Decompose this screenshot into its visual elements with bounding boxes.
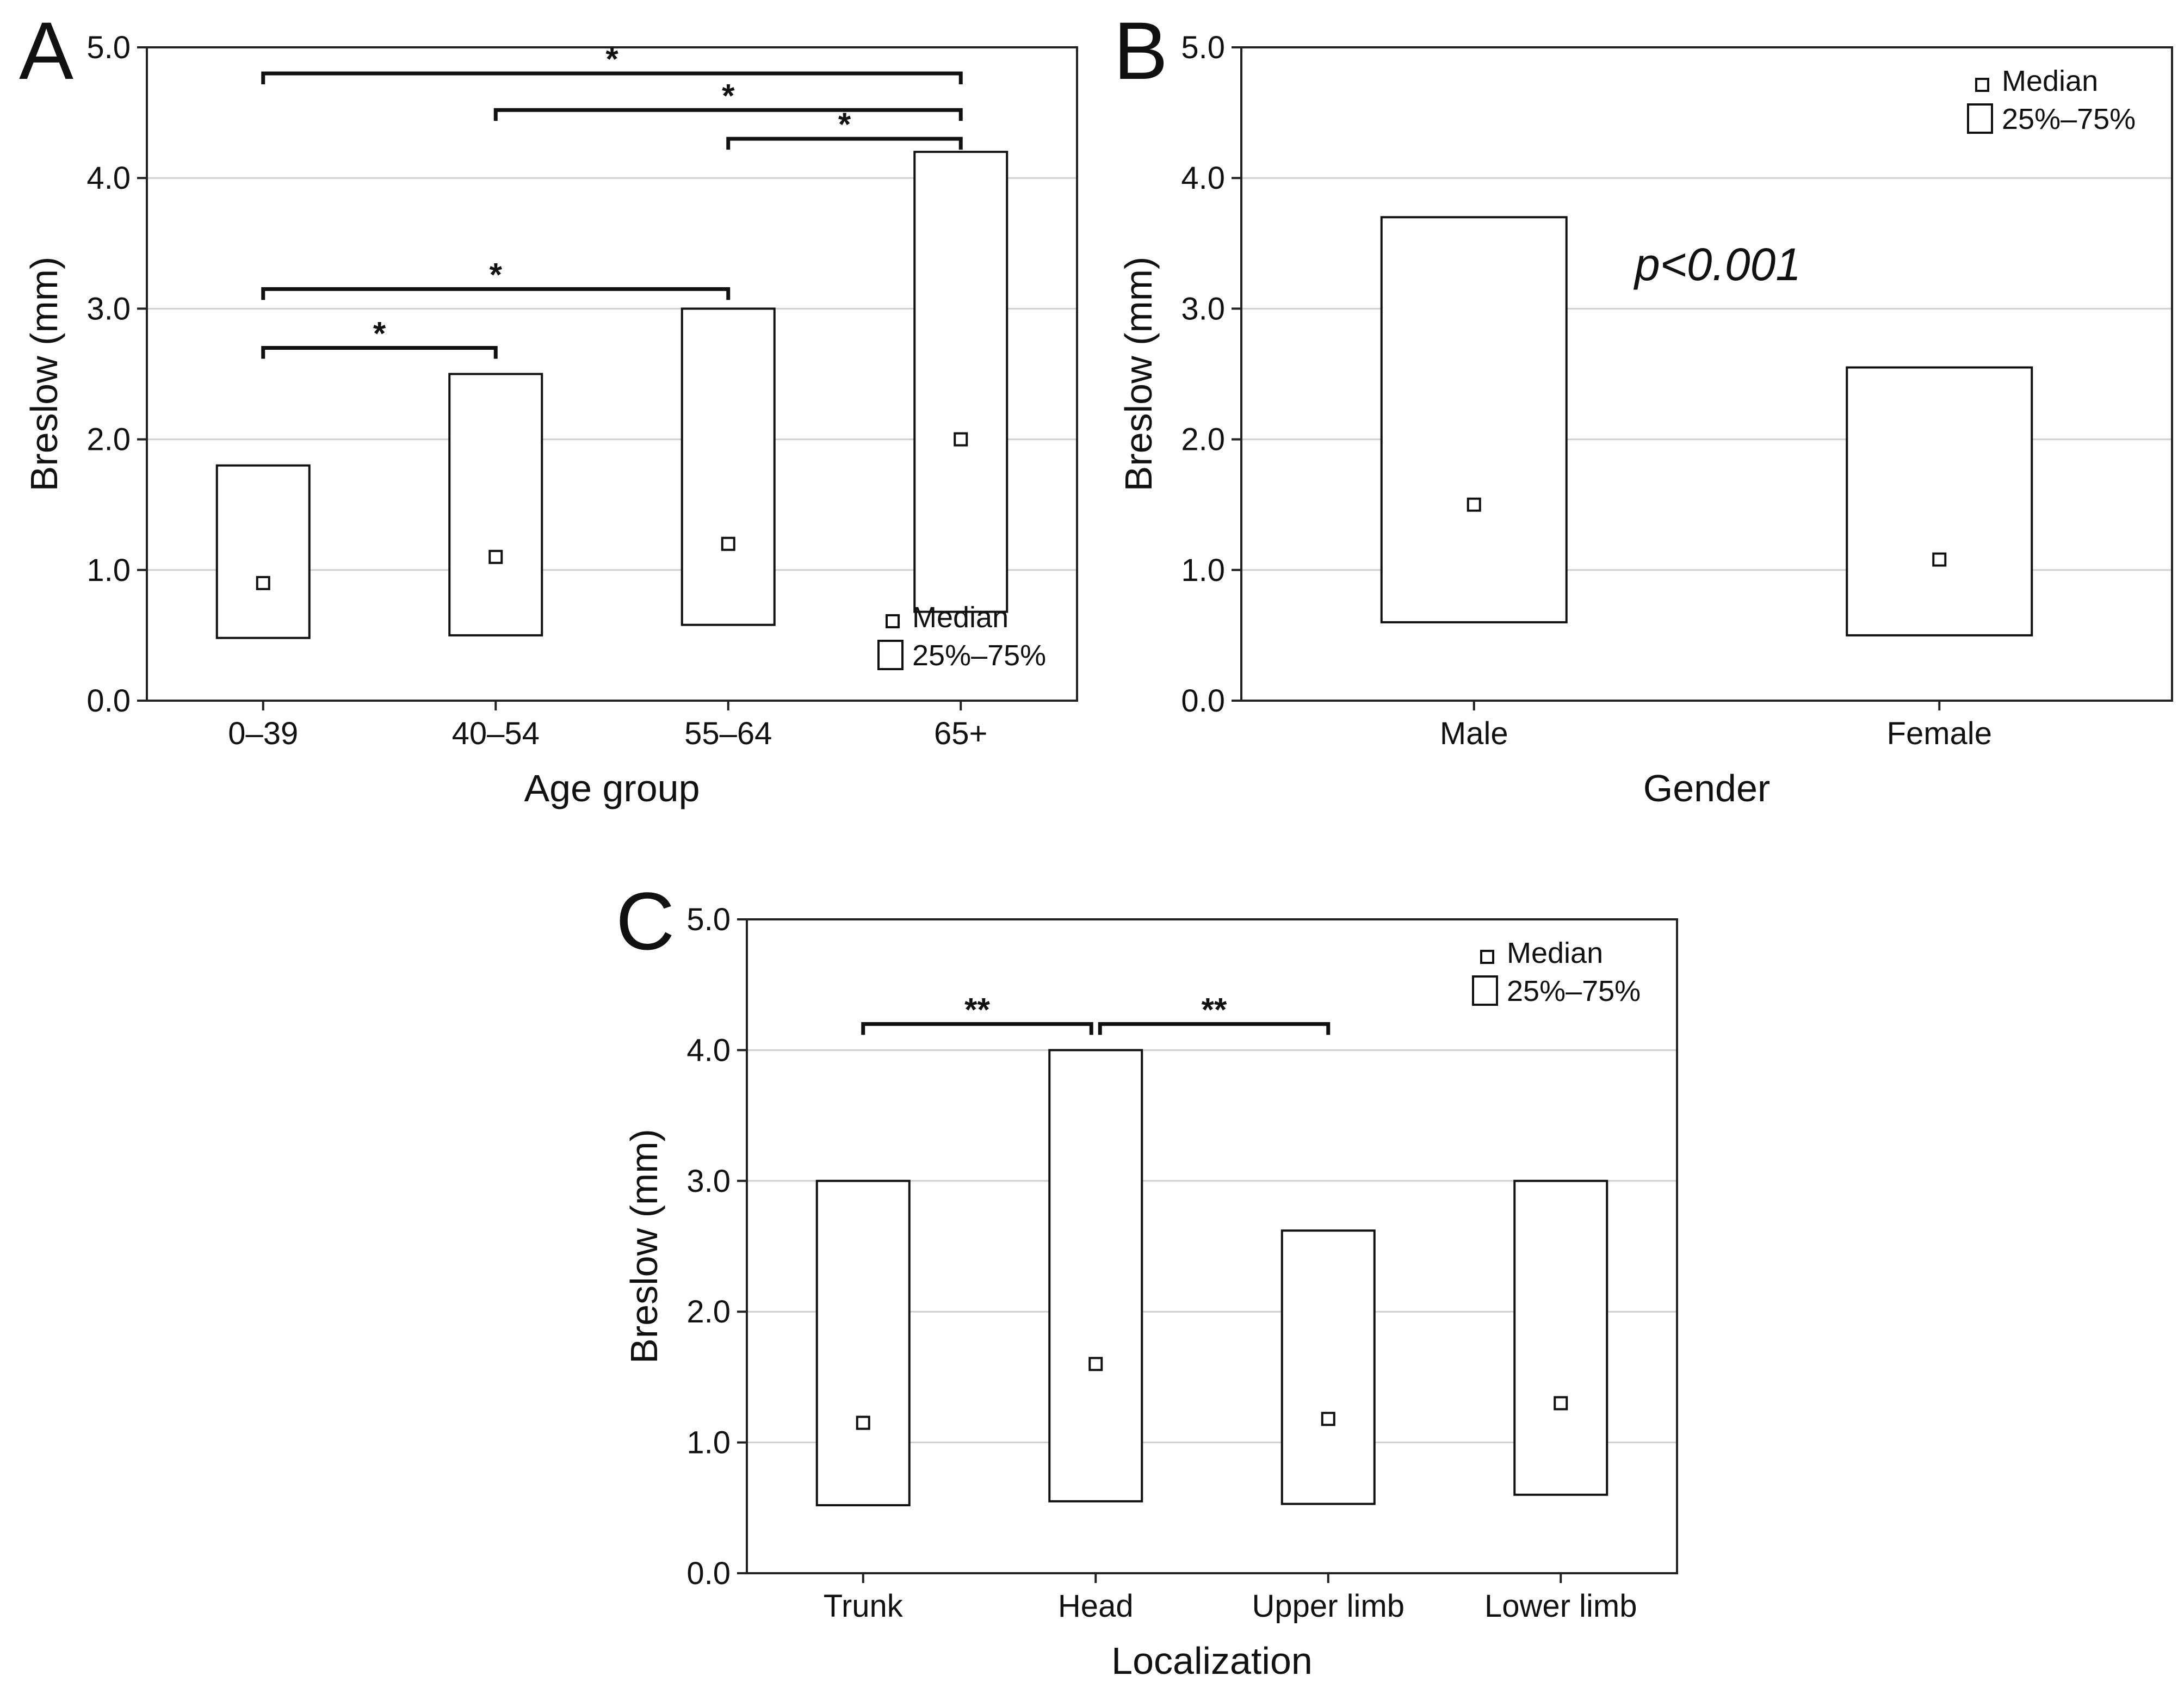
legend-median-icon [886, 614, 900, 628]
y-tick-label: 2.0 [686, 1294, 731, 1330]
iqr-box [1380, 216, 1568, 623]
y-tick-label: 5.0 [86, 30, 131, 65]
legend-median-label: Median [2002, 65, 2098, 97]
legend-median-icon [1975, 78, 1989, 92]
y-tick-label: 1.0 [86, 553, 131, 588]
y-axis-title: Breslow (mm) [623, 1129, 665, 1364]
significance-bracket [726, 137, 963, 150]
legend-iqr-label: 25%–75% [1507, 975, 1641, 1007]
median-marker [1932, 552, 1947, 567]
iqr-box [815, 1179, 911, 1506]
median-marker [1321, 1412, 1335, 1426]
legend-median-icon [1480, 950, 1494, 964]
significance-star: * [838, 106, 851, 143]
significance-bracket [1098, 1022, 1331, 1035]
median-marker [1467, 497, 1481, 512]
x-tick-label: Upper limb [1252, 1588, 1405, 1624]
iqr-box [1048, 1049, 1143, 1502]
y-tick-label: 1.0 [1181, 553, 1225, 588]
legend: Median 25%–75% [1472, 937, 1641, 1007]
y-tick-label: 4.0 [86, 160, 131, 196]
x-tick-label: Lower limb [1484, 1588, 1637, 1624]
plot-area-frame [146, 46, 1078, 702]
x-axis-title: Age group [524, 767, 700, 809]
legend-iqr-label: 25%–75% [2002, 103, 2136, 135]
legend-median-label: Median [912, 601, 1009, 634]
median-marker [1088, 1357, 1103, 1371]
legend-iqr-icon [877, 640, 904, 670]
y-tick-label: 1.0 [686, 1425, 731, 1461]
x-tick-label: 65+ [934, 716, 987, 751]
x-tick-label: 40–54 [452, 716, 540, 751]
iqr-box [1846, 366, 2033, 636]
panel-letter: C [616, 875, 675, 967]
y-tick-label: 3.0 [686, 1164, 731, 1199]
panel-letter: B [1113, 5, 1168, 96]
y-tick-label: 2.0 [86, 422, 131, 457]
panel-a: A 0.0 1.0 2.0 3.0 4.0 5.0 Breslow (mm) 0–39 40–54… [19, 5, 1078, 809]
median-marker [488, 549, 503, 564]
median-marker [954, 432, 968, 447]
significance-bracket [261, 287, 731, 300]
median-marker [856, 1415, 870, 1430]
legend-median-label: Median [1507, 937, 1603, 969]
legend-iqr-icon [1472, 975, 1498, 1006]
plot-area-frame [1240, 46, 2173, 702]
y-tick-label: 2.0 [1181, 422, 1225, 457]
y-tick-label: 0.0 [1181, 683, 1225, 719]
significance-star: * [605, 41, 618, 77]
iqr-box [448, 373, 543, 636]
x-tick-label: Trunk [824, 1588, 904, 1624]
iqr-box [1280, 1229, 1376, 1505]
y-tick-label: 0.0 [686, 1556, 731, 1591]
panel-b: B 0.0 1.0 2.0 3.0 4.0 5.0 Breslow (mm) Male Femal… [1113, 5, 2173, 809]
significance-star: ** [964, 991, 990, 1028]
y-tick-label: 5.0 [1181, 30, 1225, 65]
y-tick-label: 0.0 [86, 683, 131, 719]
y-tick-label: 4.0 [686, 1032, 731, 1068]
significance-star: * [373, 315, 386, 351]
significance-bracket [493, 108, 963, 121]
legend: Median 25%–75% [1967, 65, 2136, 135]
iqr-box [913, 151, 1009, 613]
significance-bracket [861, 1022, 1093, 1035]
median-marker [721, 536, 735, 551]
median-marker [1554, 1396, 1568, 1411]
x-tick-label: 0–39 [228, 716, 298, 751]
y-tick-label: 3.0 [86, 291, 131, 326]
x-tick-label: Head [1058, 1588, 1134, 1624]
legend-iqr-icon [1967, 103, 1993, 134]
p-value-annotation: p<0.001 [1633, 239, 1801, 290]
significance-bracket [261, 71, 963, 85]
y-axis-title: Breslow (mm) [23, 257, 65, 492]
iqr-box [1513, 1179, 1608, 1496]
y-axis-title: Breslow (mm) [1117, 257, 1160, 492]
legend: Median 25%–75% [877, 601, 1046, 672]
median-marker [256, 576, 270, 590]
x-tick-label: Female [1887, 716, 1992, 751]
significance-bracket [261, 345, 498, 359]
iqr-box [215, 464, 311, 639]
x-tick-label: Male [1440, 716, 1508, 751]
significance-star: * [722, 77, 735, 114]
plot-area-frame [746, 918, 1678, 1574]
y-tick-label: 5.0 [686, 902, 731, 937]
significance-star: * [490, 256, 503, 293]
significance-star: ** [1202, 991, 1227, 1028]
y-tick-label: 3.0 [1181, 291, 1225, 326]
x-axis-title: Gender [1643, 767, 1770, 809]
panel-letter: A [19, 5, 73, 96]
panel-c: C 0.0 1.0 2.0 3.0 4.0 5.0 Breslow (mm) Trunk Head… [616, 875, 1678, 1682]
iqr-box [680, 307, 776, 626]
x-axis-title: Localization [1111, 1640, 1313, 1682]
legend-iqr-label: 25%–75% [912, 639, 1046, 672]
x-tick-label: 55–64 [684, 716, 772, 751]
y-tick-label: 4.0 [1181, 160, 1225, 196]
